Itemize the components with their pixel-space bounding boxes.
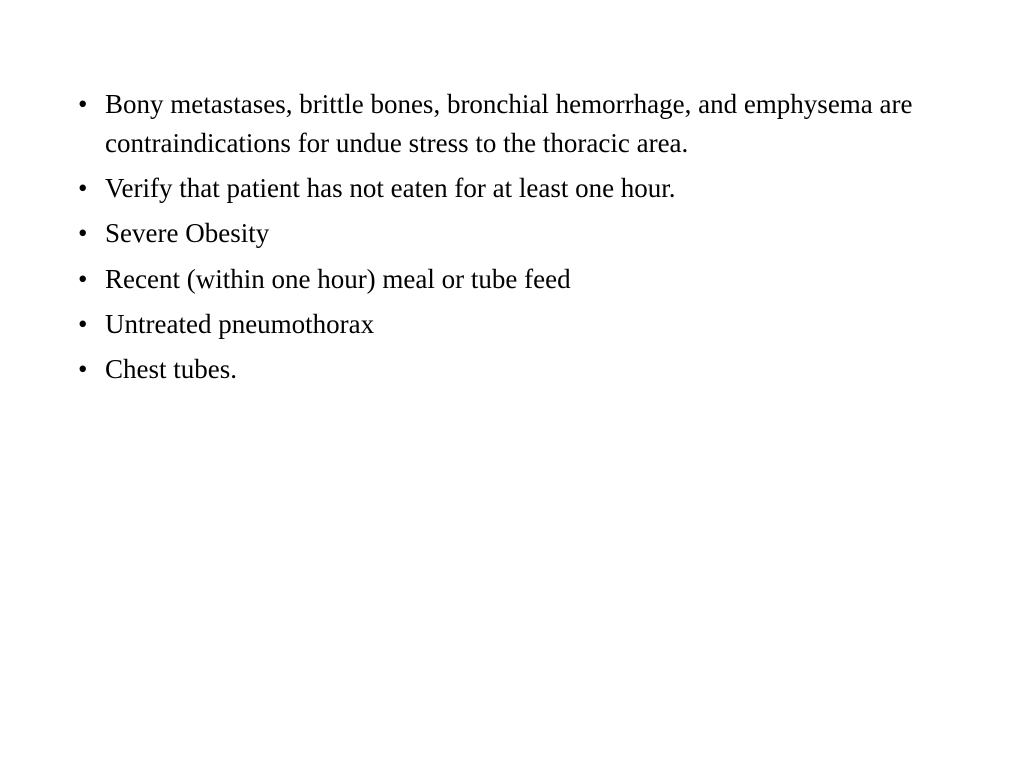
bullet-list: Bony metastases, brittle bones, bronchia… <box>70 85 954 389</box>
list-item: Severe Obesity <box>70 214 954 253</box>
list-item: Recent (within one hour) meal or tube fe… <box>70 260 954 299</box>
list-item: Bony metastases, brittle bones, bronchia… <box>70 85 954 163</box>
list-item: Chest tubes. <box>70 350 954 389</box>
list-item: Untreated pneumothorax <box>70 305 954 344</box>
list-item: Verify that patient has not eaten for at… <box>70 169 954 208</box>
